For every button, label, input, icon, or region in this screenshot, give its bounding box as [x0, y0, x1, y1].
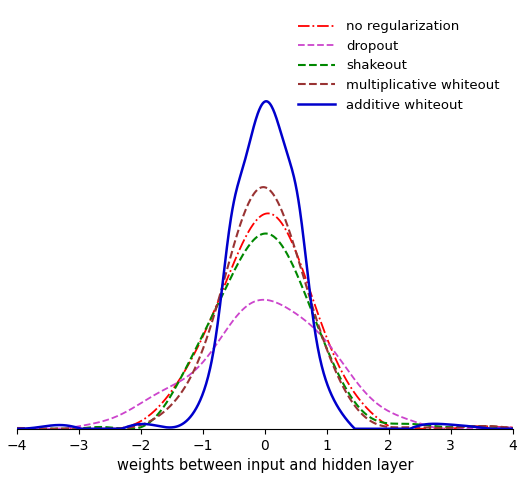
additive whiteout [263, 98, 269, 104]
no regularization [232, 256, 238, 262]
Line: dropout: dropout [17, 300, 512, 429]
no regularization [355, 395, 361, 400]
multiplicative whiteout [215, 299, 221, 304]
multiplicative whiteout [260, 184, 266, 190]
shakeout [355, 403, 361, 409]
multiplicative whiteout [233, 236, 239, 241]
multiplicative whiteout [410, 424, 417, 430]
additive whiteout [64, 423, 71, 429]
multiplicative whiteout [65, 426, 71, 432]
dropout [509, 425, 516, 431]
additive whiteout [14, 426, 20, 432]
no regularization [509, 425, 516, 431]
multiplicative whiteout [14, 425, 20, 431]
X-axis label: weights between input and hidden layer: weights between input and hidden layer [117, 458, 413, 473]
additive whiteout [214, 322, 221, 327]
multiplicative whiteout [355, 408, 362, 413]
Line: multiplicative whiteout: multiplicative whiteout [17, 187, 512, 429]
shakeout [509, 426, 516, 432]
no regularization [410, 426, 416, 432]
no regularization [401, 426, 407, 432]
shakeout [64, 426, 71, 432]
dropout [14, 426, 20, 432]
shakeout [232, 265, 238, 271]
multiplicative whiteout [37, 426, 43, 432]
shakeout [214, 302, 221, 308]
dropout [260, 297, 267, 302]
additive whiteout [410, 425, 416, 431]
no regularization [64, 426, 71, 432]
no regularization [265, 211, 271, 216]
Legend: no regularization, dropout, shakeout, multiplicative whiteout, additive whiteout: no regularization, dropout, shakeout, mu… [292, 13, 506, 118]
dropout [410, 418, 416, 424]
additive whiteout [509, 426, 516, 432]
Line: shakeout: shakeout [17, 234, 512, 429]
shakeout [263, 231, 269, 237]
shakeout [401, 421, 407, 427]
dropout [64, 425, 71, 431]
additive whiteout [232, 192, 238, 197]
multiplicative whiteout [509, 425, 516, 431]
shakeout [14, 426, 20, 432]
dropout [232, 315, 238, 321]
dropout [214, 340, 221, 346]
no regularization [14, 426, 20, 432]
Line: no regularization: no regularization [17, 214, 512, 429]
additive whiteout [355, 426, 361, 432]
dropout [401, 415, 407, 421]
additive whiteout [401, 426, 407, 432]
shakeout [410, 421, 416, 427]
Line: additive whiteout: additive whiteout [17, 101, 512, 429]
multiplicative whiteout [401, 424, 408, 430]
no regularization [214, 300, 221, 306]
dropout [355, 381, 361, 386]
